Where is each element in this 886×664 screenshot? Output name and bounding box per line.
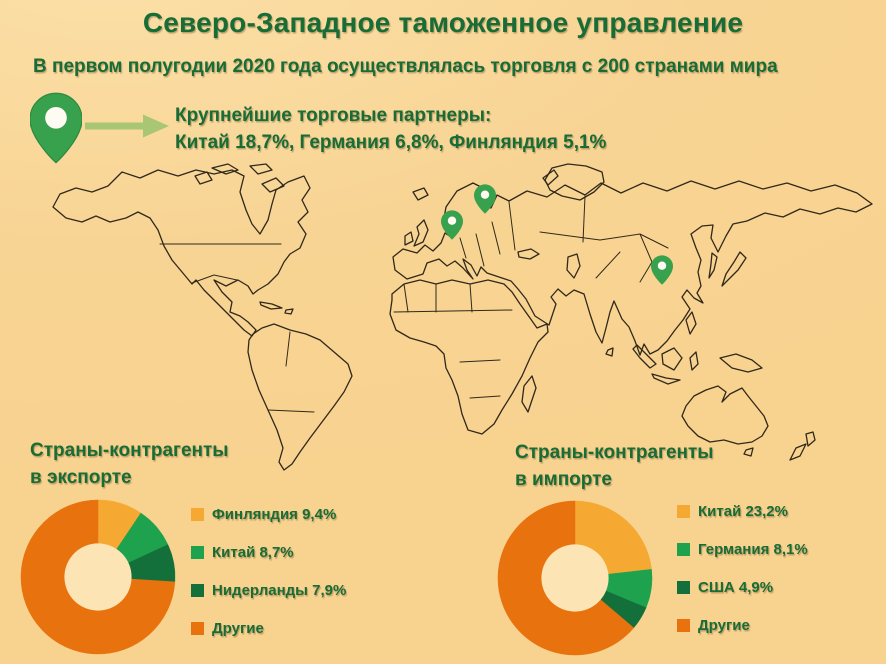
legend-swatch: [677, 504, 690, 518]
island-cuba: [259, 301, 283, 310]
island-new-zealand-north: [805, 431, 816, 447]
legend-swatch: [677, 580, 690, 594]
island-madagascar: [521, 375, 537, 413]
location-pin-icon: [29, 88, 83, 168]
island-sumatra: [632, 344, 657, 369]
border-africa-3: [469, 283, 473, 313]
map-pin-germany: [441, 210, 463, 240]
legend-swatch: [677, 618, 690, 632]
border-africa-6: [469, 395, 501, 399]
sea-black: [517, 248, 540, 260]
map-pin-china-icon: [651, 255, 673, 285]
legend-label: Германия 8,1%: [698, 540, 808, 558]
border-europe-1: [459, 237, 467, 259]
import-chart-title-line-1: Страны-контрагенты: [515, 442, 714, 463]
legend-item: Китай 23,2%: [677, 501, 808, 521]
border-eurasia-2: [539, 231, 601, 241]
island-iceland: [412, 187, 429, 201]
legend-swatch: [191, 621, 204, 635]
location-pin-icon-svg: [29, 92, 83, 164]
legend-label: Финляндия 9,4%: [212, 505, 337, 523]
trade-partners-callout: Крупнейшие торговые партнеры: Китай 18,7…: [175, 102, 606, 156]
border-europe-3: [491, 221, 501, 255]
legend-item: Другие: [677, 615, 808, 635]
export-donut-chart: [20, 499, 176, 655]
arrow-right-icon: [85, 114, 169, 138]
island-java: [651, 373, 681, 385]
legend-item: Нидерланды 7,9%: [191, 580, 346, 600]
export-chart-title-line-1: Страны-контрагенты: [30, 440, 229, 461]
legend-label: Нидерланды 7,9%: [212, 581, 347, 599]
map-pin-finland-icon: [474, 184, 496, 214]
legend-label: Другие: [212, 619, 264, 637]
island-hispaniola: [284, 308, 294, 315]
island-arctic-2: [249, 163, 273, 175]
island-sakhalin: [708, 252, 718, 279]
landmass-australia: [681, 385, 769, 445]
legend-swatch: [677, 542, 690, 556]
border-eurasia-ural: [508, 201, 516, 251]
border-south-america-2: [267, 409, 315, 413]
island-new-zealand-south: [789, 443, 807, 461]
legend-label: Китай 23,2%: [698, 502, 788, 520]
island-borneo: [661, 347, 683, 371]
world-map: [52, 163, 873, 471]
island-philippines: [685, 311, 697, 335]
export-chart-title: Страны-контрагенты в экспорте: [30, 437, 229, 491]
border-eurasia-1: [582, 195, 586, 243]
legend-label: Другие: [698, 616, 750, 634]
import-chart-title: Страны-контрагенты в импорте: [515, 439, 714, 493]
donut-hole: [64, 543, 132, 611]
border-us-mexico: [191, 274, 238, 284]
import-donut-chart: [497, 500, 653, 656]
border-africa-5: [459, 359, 501, 363]
donut-hole: [541, 544, 609, 612]
callout-line-2: Китай 18,7%, Германия 6,8%, Финляндия 5,…: [175, 132, 607, 153]
import-chart-title-line-2: в импорте: [515, 469, 613, 490]
import-legend: Китай 23,2% Германия 8,1% США 4,9% Другие: [677, 501, 808, 653]
island-arctic-4: [194, 171, 213, 185]
border-eurasia-3: [599, 233, 669, 249]
legend-item: США 4,9%: [677, 577, 808, 597]
export-legend: Финляндия 9,4% Китай 8,7% Нидерланды 7,9% Д…: [191, 504, 346, 656]
border-africa-4: [393, 309, 513, 313]
landmass-africa: [389, 279, 549, 435]
export-chart-title-line-2: в экспорте: [30, 467, 132, 488]
island-tasmania: [743, 447, 754, 457]
border-africa-1: [403, 283, 409, 313]
legend-item: Другие: [191, 618, 346, 638]
legend-swatch: [191, 583, 204, 597]
border-eurasia-4: [595, 251, 621, 279]
island-novaya-zemlya: [542, 169, 559, 186]
map-pin-germany-icon: [441, 210, 463, 240]
subtitle: В первом полугодии 2020 года осуществлял…: [33, 56, 778, 77]
legend-label: Китай 8,7%: [212, 543, 294, 561]
legend-label: США 4,9%: [698, 578, 774, 596]
island-japan: [721, 251, 747, 287]
landmass-north-america: [52, 169, 311, 337]
page-title: Северо-Западное таможенное управление: [142, 7, 744, 38]
legend-swatch: [191, 507, 204, 521]
island-new-guinea: [719, 353, 763, 373]
landmass-greenland: [544, 163, 605, 201]
landmass-eurasia: [392, 180, 873, 356]
island-britain: [413, 219, 429, 247]
island-sulawesi: [689, 351, 699, 371]
map-pin-china: [651, 255, 673, 285]
island-ireland: [404, 231, 414, 246]
legend-item: Финляндия 9,4%: [191, 504, 346, 524]
island-arctic-1: [211, 163, 239, 175]
legend-item: Китай 8,7%: [191, 542, 346, 562]
legend-swatch: [191, 545, 204, 559]
border-europe-2: [475, 233, 485, 267]
sea-caspian: [566, 253, 581, 279]
map-pin-finland: [474, 184, 496, 214]
border-south-america-1: [285, 331, 291, 367]
callout-line-1: Крупнейшие торговые партнеры:: [175, 105, 492, 126]
legend-item: Германия 8,1%: [677, 539, 808, 559]
landmass-south-america: [247, 323, 353, 471]
island-arctic-3: [261, 177, 285, 193]
island-sri-lanka: [605, 347, 614, 357]
